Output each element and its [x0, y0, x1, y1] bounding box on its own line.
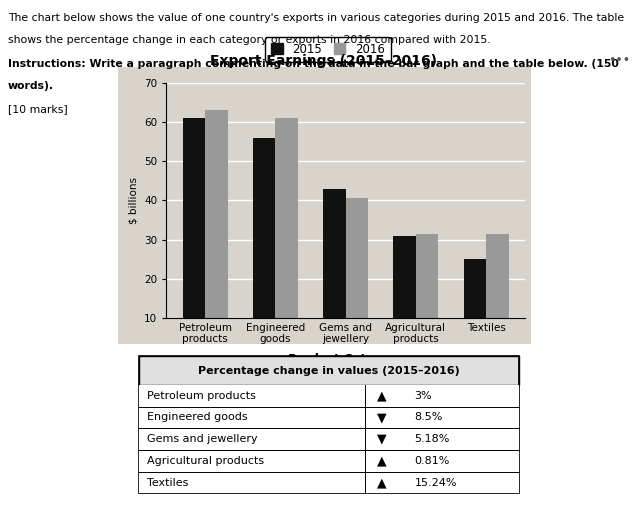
X-axis label: Product Category: Product Category [287, 353, 404, 366]
Bar [253, 138, 275, 357]
FancyBboxPatch shape [139, 472, 519, 493]
Text: 5.18%: 5.18% [415, 434, 450, 444]
Text: Engineered goods: Engineered goods [147, 413, 248, 422]
Text: Gems and jewellery: Gems and jewellery [147, 434, 258, 444]
Text: shows the percentage change in each category or exports in 2016 compared with 20: shows the percentage change in each cate… [8, 35, 490, 44]
Y-axis label: $ billions: $ billions [129, 177, 139, 224]
Text: Petroleum products: Petroleum products [147, 391, 256, 401]
Bar [486, 234, 509, 357]
Bar [416, 234, 438, 357]
Text: The chart below shows the value of one country's exports in various categories d: The chart below shows the value of one c… [8, 13, 624, 23]
Bar [394, 236, 416, 357]
Text: ▲: ▲ [378, 454, 387, 467]
Text: 8.5%: 8.5% [415, 413, 443, 422]
Text: Textiles: Textiles [147, 478, 189, 488]
Text: 3%: 3% [415, 391, 432, 401]
Text: •••: ••• [608, 54, 630, 67]
Bar [275, 118, 298, 357]
Bar [182, 118, 205, 357]
FancyBboxPatch shape [139, 450, 519, 472]
Text: 0.81%: 0.81% [415, 456, 450, 466]
Bar [205, 110, 228, 357]
Text: Agricultural products: Agricultural products [147, 456, 264, 466]
Bar [346, 199, 368, 357]
Text: Percentage change in values (2015–2016): Percentage change in values (2015–2016) [198, 366, 460, 375]
FancyBboxPatch shape [139, 428, 519, 450]
Text: Export Earnings (2015–2016): Export Earnings (2015–2016) [210, 54, 436, 68]
Legend: 2015, 2016: 2015, 2016 [265, 37, 390, 62]
Text: words).: words). [8, 81, 54, 91]
Text: ▲: ▲ [378, 476, 387, 489]
FancyBboxPatch shape [139, 406, 519, 428]
Text: [10 marks]: [10 marks] [8, 104, 67, 114]
Text: ▲: ▲ [378, 389, 387, 402]
FancyBboxPatch shape [139, 356, 519, 385]
FancyBboxPatch shape [139, 385, 519, 406]
Text: ▼: ▼ [378, 433, 387, 446]
Text: Instructions: Write a paragraph commenting on the data in the bar graph and the : Instructions: Write a paragraph commenti… [8, 59, 618, 69]
Bar [463, 259, 486, 357]
Bar [323, 189, 346, 357]
Text: 15.24%: 15.24% [415, 478, 457, 488]
Text: ▼: ▼ [378, 411, 387, 424]
